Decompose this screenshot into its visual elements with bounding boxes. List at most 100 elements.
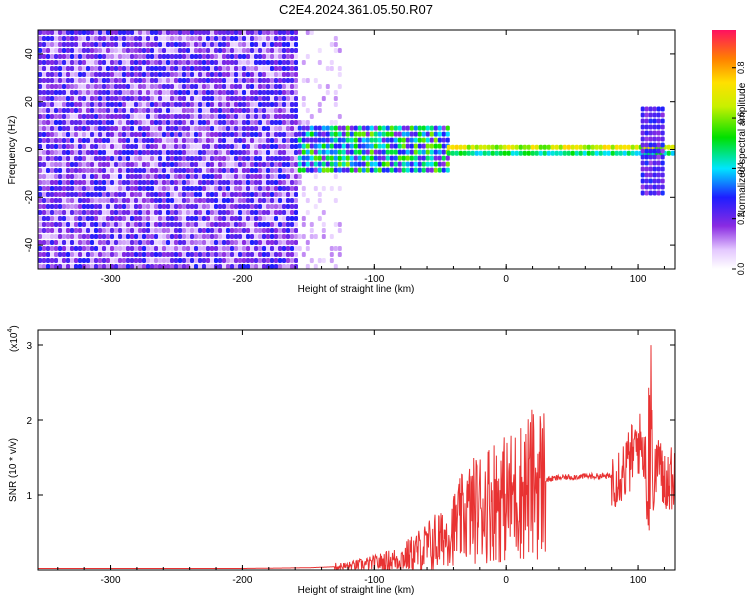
spectrogram-cell <box>214 90 218 95</box>
spectrogram-region <box>38 30 298 269</box>
spectrogram-cell <box>62 174 66 179</box>
spectrogram-cell <box>238 168 242 173</box>
spectrogram-cell <box>90 90 94 95</box>
spectrogram-cell <box>182 72 186 77</box>
spectrogram-cell <box>656 154 661 160</box>
spectrogram-cell <box>278 210 282 215</box>
spectrogram-cell <box>114 204 118 209</box>
spectrogram-cell <box>130 132 134 137</box>
spectrogram-cell <box>198 216 202 221</box>
spectrogram-cell <box>290 210 294 215</box>
spectrogram-cell <box>238 240 242 245</box>
spectrogram-cell <box>62 54 66 59</box>
spectrogram-cell <box>82 240 86 245</box>
spectrogram-cell <box>230 54 234 59</box>
spectrogram-cell <box>58 180 62 185</box>
spectrogram-cell <box>198 150 202 155</box>
spectrogram-cell <box>258 90 262 95</box>
spectrogram-cell <box>178 144 182 149</box>
spectrogram-cell <box>266 48 270 53</box>
spectrogram-cell <box>365 161 370 167</box>
spectrogram-cell <box>294 78 298 83</box>
spectrogram-cell <box>282 204 286 209</box>
spectrogram-cell <box>190 246 194 251</box>
spectrogram-cell <box>146 132 150 137</box>
spectrogram-cell <box>294 264 298 269</box>
spectrogram-cell <box>325 155 330 161</box>
spectrogram-cell <box>130 240 134 245</box>
spectrogram-cell <box>154 30 158 35</box>
spectrogram-cell <box>357 131 362 137</box>
spectrogram-cell <box>309 167 314 173</box>
spectrogram-cell <box>38 54 42 59</box>
spectrogram-cell <box>98 66 102 71</box>
spectrogram-cell <box>297 125 302 131</box>
spectrogram-cell <box>82 204 86 209</box>
spectrogram-cell <box>210 126 214 131</box>
spectrogram-cell <box>644 172 649 178</box>
spectrogram-cell <box>294 174 298 179</box>
spectrogram-cell <box>262 180 266 185</box>
spectrogram-cell <box>290 66 294 71</box>
spectrogram-cell <box>58 60 62 65</box>
spectrogram-cell <box>286 72 290 77</box>
spectrogram-cell <box>126 144 130 149</box>
spectrogram-cell <box>122 240 126 245</box>
spectrogram-cell <box>78 198 82 203</box>
spectrogram-cell <box>94 144 98 149</box>
spectrogram-cell <box>254 252 258 257</box>
spectrogram-cell <box>102 258 106 263</box>
spectrogram-cell <box>401 167 406 173</box>
spectrogram-cell <box>178 174 182 179</box>
spectrogram-cell <box>234 36 238 41</box>
spectrogram-cell <box>445 125 450 131</box>
spectrogram-cell <box>218 30 222 35</box>
spectrogram-cell <box>357 137 362 143</box>
spectrogram-cell <box>286 186 290 191</box>
spectrogram-cell <box>309 143 314 149</box>
spectrogram-cell <box>166 246 170 251</box>
spectrogram-cell <box>234 90 238 95</box>
spectrogram-cell <box>134 198 138 203</box>
spectrogram-cell <box>242 78 246 83</box>
spectrogram-cell <box>202 126 206 131</box>
spectrogram-cell <box>226 90 230 95</box>
spectrogram-cell <box>234 216 238 221</box>
spectrogram-cell <box>66 174 70 179</box>
spectrogram-cell <box>186 132 190 137</box>
spectrogram-cell <box>393 167 398 173</box>
spectrogram-cell <box>186 180 190 185</box>
spectrogram-cell <box>274 66 278 71</box>
spectrogram-cell <box>357 155 362 161</box>
spectrogram-cell <box>94 48 98 53</box>
spectrogram-cell <box>166 126 170 131</box>
spectrogram-cell <box>62 72 66 77</box>
spectrogram-cell <box>361 167 366 173</box>
spectrogram-cell <box>58 210 62 215</box>
spectrogram-cell <box>250 108 254 113</box>
spectrogram-cell <box>266 108 270 113</box>
spectrogram-cell <box>174 204 178 209</box>
spectrogram-cell <box>102 36 106 41</box>
spectrogram-cell <box>278 120 282 125</box>
spectrogram-cell <box>166 114 170 119</box>
spectrogram-cell <box>652 118 657 124</box>
spectrogram-cell <box>286 162 290 167</box>
spectrogram-cell <box>353 149 358 155</box>
spectrogram-cell <box>202 138 206 143</box>
spectrogram-cell <box>190 234 194 239</box>
spectrogram-cell <box>162 198 166 203</box>
spectrogram-cell <box>74 258 78 263</box>
spectrogram-cell <box>648 166 653 172</box>
spectrogram-cell <box>138 162 142 167</box>
spectrogram-cell <box>190 30 194 35</box>
snr-x-ticks: -300 -200 -100 0 100 <box>57 330 665 586</box>
spectrogram-cell <box>222 168 226 173</box>
spectrogram-cell <box>50 216 54 221</box>
spectrogram-cell <box>198 90 202 95</box>
spectrogram-cell <box>94 114 98 119</box>
spectrogram-cell <box>142 222 146 227</box>
spectrogram-cell <box>122 228 126 233</box>
spectrogram-cell <box>78 72 82 77</box>
spectrogram-cell <box>46 72 50 77</box>
